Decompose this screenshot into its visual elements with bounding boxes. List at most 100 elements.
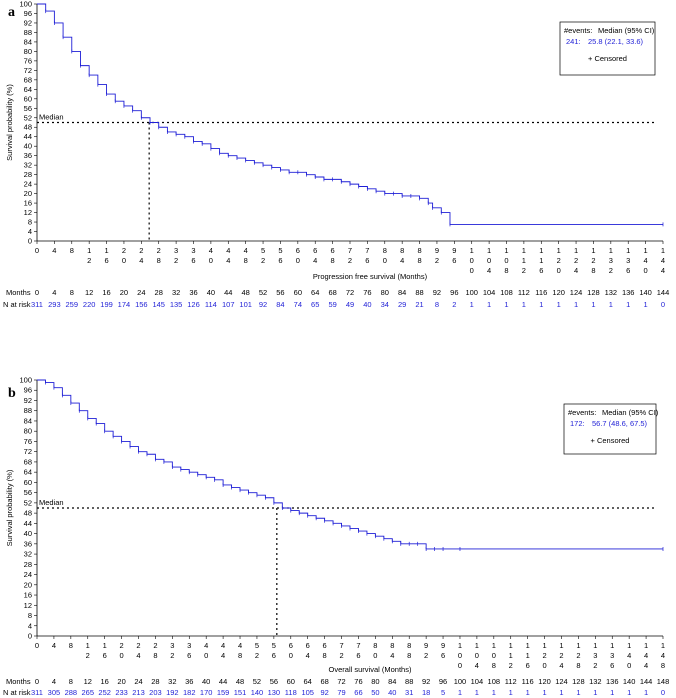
risk-month-value: 4 [52,677,56,686]
risk-n-value: 21 [415,300,423,309]
legend-events-header: #events: [564,26,592,35]
risk-month-value: 112 [518,288,530,297]
risk-month-value: 76 [363,288,371,297]
y-tick-label: 100 [19,376,32,385]
risk-month-value: 96 [450,288,458,297]
y-tick-label: 64 [24,468,32,477]
risk-n-value: 252 [98,688,111,697]
risk-month-value: 12 [85,288,93,297]
risk-n-value: 126 [187,300,200,309]
risk-n-value: 135 [170,300,183,309]
y-tick-label: 80 [24,427,32,436]
y-tick-label: 24 [24,570,32,579]
y-tick-label: 12 [24,601,32,610]
risk-month-value: 136 [606,677,619,686]
legend-box [559,21,656,76]
risk-n-value: 1 [593,688,597,697]
risk-n-value: 233 [115,688,128,697]
risk-month-value: 140 [639,288,652,297]
risk-n-value: 130 [268,688,281,697]
x-tick-label: 4 [52,246,56,255]
risk-month-value: 88 [415,288,423,297]
y-tick-label: 80 [24,47,32,56]
risk-month-value: 80 [381,288,389,297]
risk-n-value: 101 [239,300,252,309]
risk-n-value: 203 [149,688,162,697]
risk-month-value: 32 [172,288,180,297]
risk-month-value: 68 [328,288,336,297]
risk-n-value: 1 [542,688,546,697]
risk-month-value: 24 [137,288,145,297]
risk-month-value: 132 [589,677,602,686]
risk-month-value: 100 [454,677,467,686]
y-tick-label: 76 [24,56,32,65]
risk-n-value: 84 [276,300,284,309]
x-tick-label: 4 [52,641,56,650]
risk-month-value: 124 [570,288,583,297]
y-tick-label: 36 [24,539,32,548]
risk-n-value: 79 [337,688,345,697]
risk-month-value: 0 [35,288,39,297]
y-axis-title: Survival probability (%) [5,469,14,546]
risk-month-value: 80 [371,677,379,686]
risk-months-label: Months [6,288,31,297]
risk-month-value: 8 [70,288,74,297]
risk-month-value: 104 [471,677,484,686]
legend-events-header: #events: [568,408,596,417]
risk-n-value: 170 [200,688,213,697]
risk-month-value: 96 [439,677,447,686]
risk-month-value: 64 [304,677,312,686]
risk-n-value: 1 [492,688,496,697]
chart-panel-a: a048121620242832364044485256606468727680… [3,0,669,309]
risk-month-value: 68 [320,677,328,686]
risk-n-value: 1 [644,688,648,697]
risk-n-value: 1 [557,300,561,309]
y-tick-label: 68 [24,457,32,466]
risk-month-value: 108 [488,677,501,686]
y-tick-label: 40 [24,529,32,538]
risk-month-value: 92 [433,288,441,297]
risk-month-value: 84 [388,677,396,686]
risk-n-value: 174 [118,300,131,309]
y-tick-label: 92 [24,396,32,405]
risk-n-value: 151 [234,688,247,697]
y-tick-label: 52 [24,498,32,507]
risk-month-value: 52 [259,288,267,297]
risk-month-value: 84 [398,288,406,297]
risk-n-value: 265 [81,688,94,697]
legend-events-value: 172: [570,419,585,428]
y-tick-label: 0 [28,632,32,641]
risk-n-value: 74 [294,300,302,309]
risk-month-value: 48 [241,288,249,297]
legend-median-header: Median (95% CI) [598,26,655,35]
risk-month-value: 112 [505,677,517,686]
risk-n-value: 31 [405,688,413,697]
y-tick-label: 32 [24,161,32,170]
y-tick-label: 44 [24,519,32,528]
